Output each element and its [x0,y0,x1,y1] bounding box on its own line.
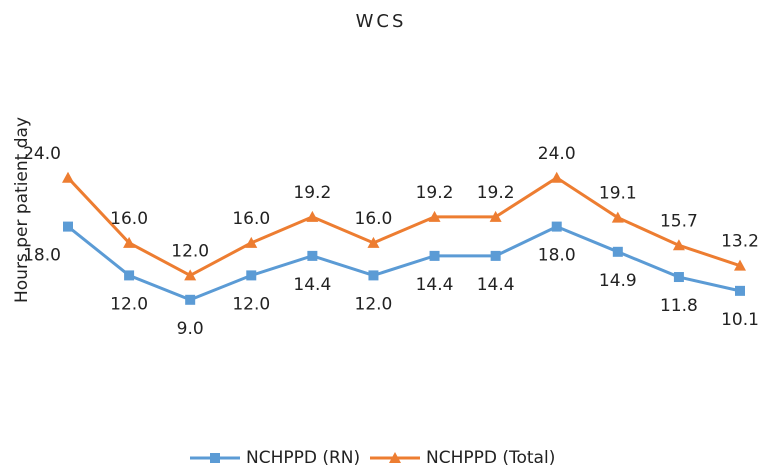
marker [368,270,379,281]
marker [612,246,623,257]
series-line [66,176,741,278]
data-label: 12.0 [232,294,270,314]
marker [673,272,684,283]
marker [734,259,746,271]
series-line [67,224,741,302]
marker [551,221,562,232]
marker [367,236,380,248]
data-label: 12.0 [110,294,148,314]
marker [246,270,257,281]
data-label: 16.0 [110,209,148,229]
marker [489,210,502,222]
marker [428,210,441,222]
marker [210,453,220,463]
data-label: 12.0 [355,294,393,314]
marker [63,221,73,232]
data-label: 18.0 [538,246,576,266]
y-axis-label: Hours per patient day [12,117,32,303]
data-label: 10.1 [721,310,759,330]
data-label: 14.4 [477,275,515,295]
data-label: 24.0 [23,144,61,164]
data-label: 14.4 [416,275,454,295]
marker [62,171,74,183]
marker [490,250,501,261]
marker [307,250,318,261]
data-label: 14.4 [293,275,331,295]
marker [611,211,624,223]
data-label: 19.1 [599,184,637,204]
marker [672,239,685,251]
legend-label: NCHPPD (RN) [246,448,360,468]
marker [550,171,563,183]
marker [735,285,745,296]
data-label: 11.8 [660,296,698,316]
data-label: 15.7 [660,211,698,231]
marker [306,210,319,222]
marker [185,294,196,305]
marker [389,452,401,463]
data-label: 13.2 [721,232,759,252]
data-label: 9.0 [177,319,204,339]
data-label: 16.0 [232,209,270,229]
marker [245,236,258,248]
marker [124,270,135,281]
legend-label: NCHPPD (Total) [426,448,555,468]
data-label: 19.2 [293,183,331,203]
data-label: 24.0 [538,144,576,164]
marker [429,250,440,261]
data-label: 16.0 [355,209,393,229]
data-label: 19.2 [477,183,515,203]
chart-title: WCS [356,11,407,32]
data-label: 14.9 [599,271,637,291]
data-label: 19.2 [416,183,454,203]
marker [123,236,136,248]
data-label: 18.0 [23,246,61,266]
data-label: 12.0 [171,241,209,261]
marker [184,269,197,281]
